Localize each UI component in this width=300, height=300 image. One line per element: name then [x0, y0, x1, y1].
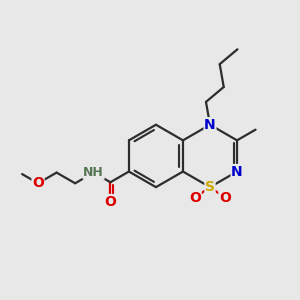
- Text: NH: NH: [83, 166, 104, 179]
- Text: N: N: [204, 118, 216, 132]
- Text: O: O: [32, 176, 44, 190]
- Text: S: S: [205, 180, 215, 194]
- Text: N: N: [231, 164, 243, 178]
- Text: O: O: [189, 190, 201, 205]
- Text: O: O: [104, 195, 116, 208]
- Text: O: O: [219, 190, 231, 205]
